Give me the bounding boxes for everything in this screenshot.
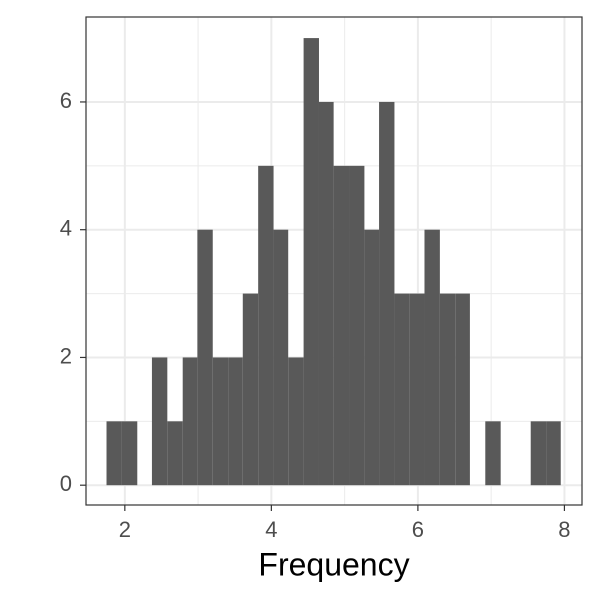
x-tick-label: 2 xyxy=(119,517,131,542)
bar xyxy=(151,357,168,486)
bar xyxy=(424,229,440,486)
bar xyxy=(364,229,380,486)
y-tick-label: 4 xyxy=(60,216,72,241)
bar xyxy=(288,357,304,486)
bar xyxy=(106,421,122,486)
y-tick-label: 6 xyxy=(60,88,72,113)
x-tick-label: 4 xyxy=(265,517,277,542)
bar xyxy=(273,229,289,486)
panel-border xyxy=(85,16,583,506)
bar xyxy=(197,229,213,486)
bar xyxy=(182,357,198,486)
bar xyxy=(485,421,501,486)
y-tick-label: 0 xyxy=(60,471,72,496)
bar xyxy=(439,293,456,486)
bar xyxy=(228,357,243,486)
bar xyxy=(121,421,138,486)
bar xyxy=(379,101,395,486)
x-tick-label: 8 xyxy=(558,517,570,542)
bar xyxy=(167,421,183,486)
bar xyxy=(333,165,350,486)
bar xyxy=(409,293,425,486)
x-tick-label: 6 xyxy=(412,517,424,542)
bar xyxy=(318,101,334,486)
bar xyxy=(349,165,365,486)
bar xyxy=(546,421,561,486)
bar xyxy=(258,165,274,486)
bar xyxy=(303,38,319,486)
bar xyxy=(455,293,470,486)
x-axis-label: Frequency xyxy=(258,546,409,582)
bar xyxy=(242,293,259,486)
bar xyxy=(530,421,547,486)
bar xyxy=(394,293,410,486)
y-tick-label: 2 xyxy=(60,343,72,368)
bar xyxy=(212,357,229,486)
